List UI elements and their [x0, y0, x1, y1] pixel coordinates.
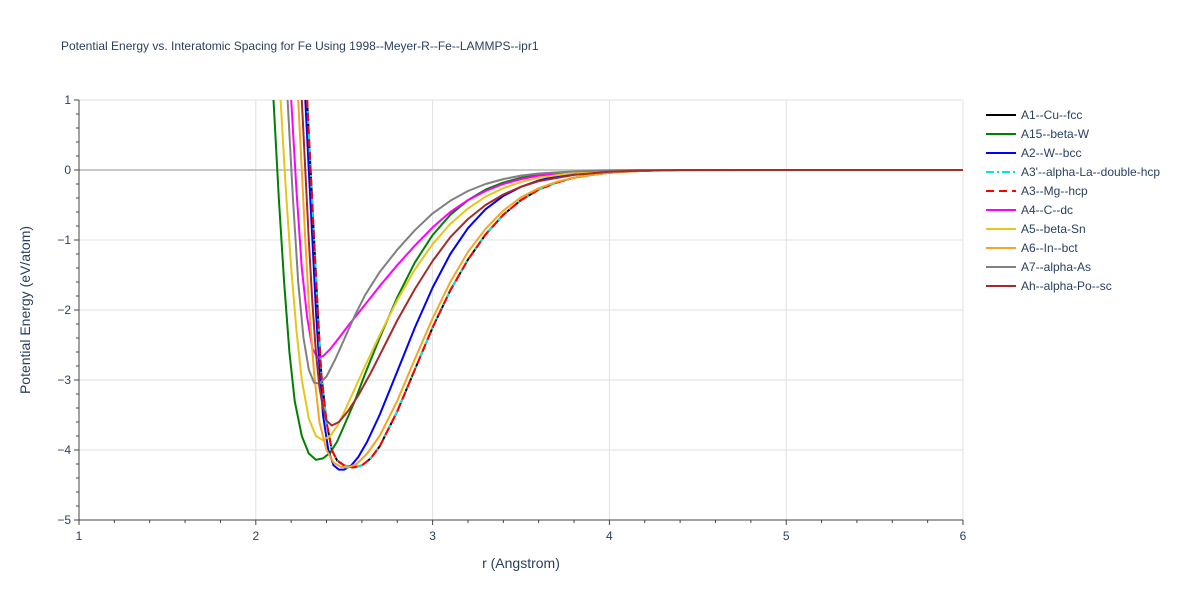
series-line-9 — [300, 100, 963, 427]
legend-label: A3--Mg--hcp — [1021, 184, 1088, 198]
y-tick-label: 1 — [64, 93, 71, 107]
legend-label: A7--alpha-As — [1021, 260, 1091, 274]
legend-item[interactable]: A4--C--dc — [986, 203, 1073, 217]
legend-item[interactable]: A7--alpha-As — [986, 260, 1091, 274]
legend-label: A2--W--bcc — [1021, 146, 1081, 160]
x-tick-label: 1 — [76, 529, 83, 543]
legend-label: A15--beta-W — [1021, 127, 1090, 141]
legend-item[interactable]: A6--In--bct — [986, 241, 1078, 255]
x-tick-labels: 1 2 3 4 5 6 — [76, 529, 967, 543]
x-tick-label: 3 — [429, 529, 436, 543]
legend-label: A5--beta-Sn — [1021, 222, 1086, 236]
y-tick-label: −4 — [57, 443, 71, 457]
y-tick-label: −3 — [57, 373, 71, 387]
legend-item[interactable]: A3--Mg--hcp — [986, 184, 1088, 198]
y-tick-label: −2 — [57, 303, 71, 317]
legend-item[interactable]: Ah--alpha-Po--sc — [986, 279, 1112, 293]
legend-item[interactable]: A3'--alpha-La--double-hcp — [986, 165, 1160, 179]
chart-title: Potential Energy vs. Interatomic Spacing… — [61, 39, 539, 53]
series-line-7 — [297, 100, 963, 469]
y-axis-title: Potential Energy (eV/atom) — [17, 226, 33, 394]
y-tick-labels: 1 0 −1 −2 −3 −4 −5 — [57, 93, 71, 527]
x-axis-title: r (Angstrom) — [482, 555, 560, 571]
axes — [74, 99, 964, 525]
series-line-8 — [286, 100, 963, 385]
series-group — [272, 100, 963, 471]
y-tick-label: −5 — [57, 513, 71, 527]
x-tick-label: 6 — [960, 529, 967, 543]
legend-item[interactable]: A15--beta-W — [986, 127, 1090, 141]
legend-item[interactable]: A2--W--bcc — [986, 146, 1081, 160]
legend-label: Ah--alpha-Po--sc — [1021, 279, 1112, 293]
x-tick-label: 5 — [783, 529, 790, 543]
legend-label: A1--Cu--fcc — [1021, 108, 1082, 122]
legend-item[interactable]: A5--beta-Sn — [986, 222, 1086, 236]
y-tick-label: −1 — [57, 233, 71, 247]
x-tick-label: 2 — [252, 529, 259, 543]
y-tick-label: 0 — [64, 163, 71, 177]
legend-label: A4--C--dc — [1021, 203, 1073, 217]
x-tick-label: 4 — [606, 529, 613, 543]
legend-label: A6--In--bct — [1021, 241, 1078, 255]
series-line-6 — [279, 100, 963, 442]
legend-item[interactable]: A1--Cu--fcc — [986, 108, 1082, 122]
legend[interactable]: A1--Cu--fcc A15--beta-W A2--W--bcc A3'--alp… — [986, 108, 1160, 293]
legend-label: A3'--alpha-La--double-hcp — [1021, 165, 1160, 179]
